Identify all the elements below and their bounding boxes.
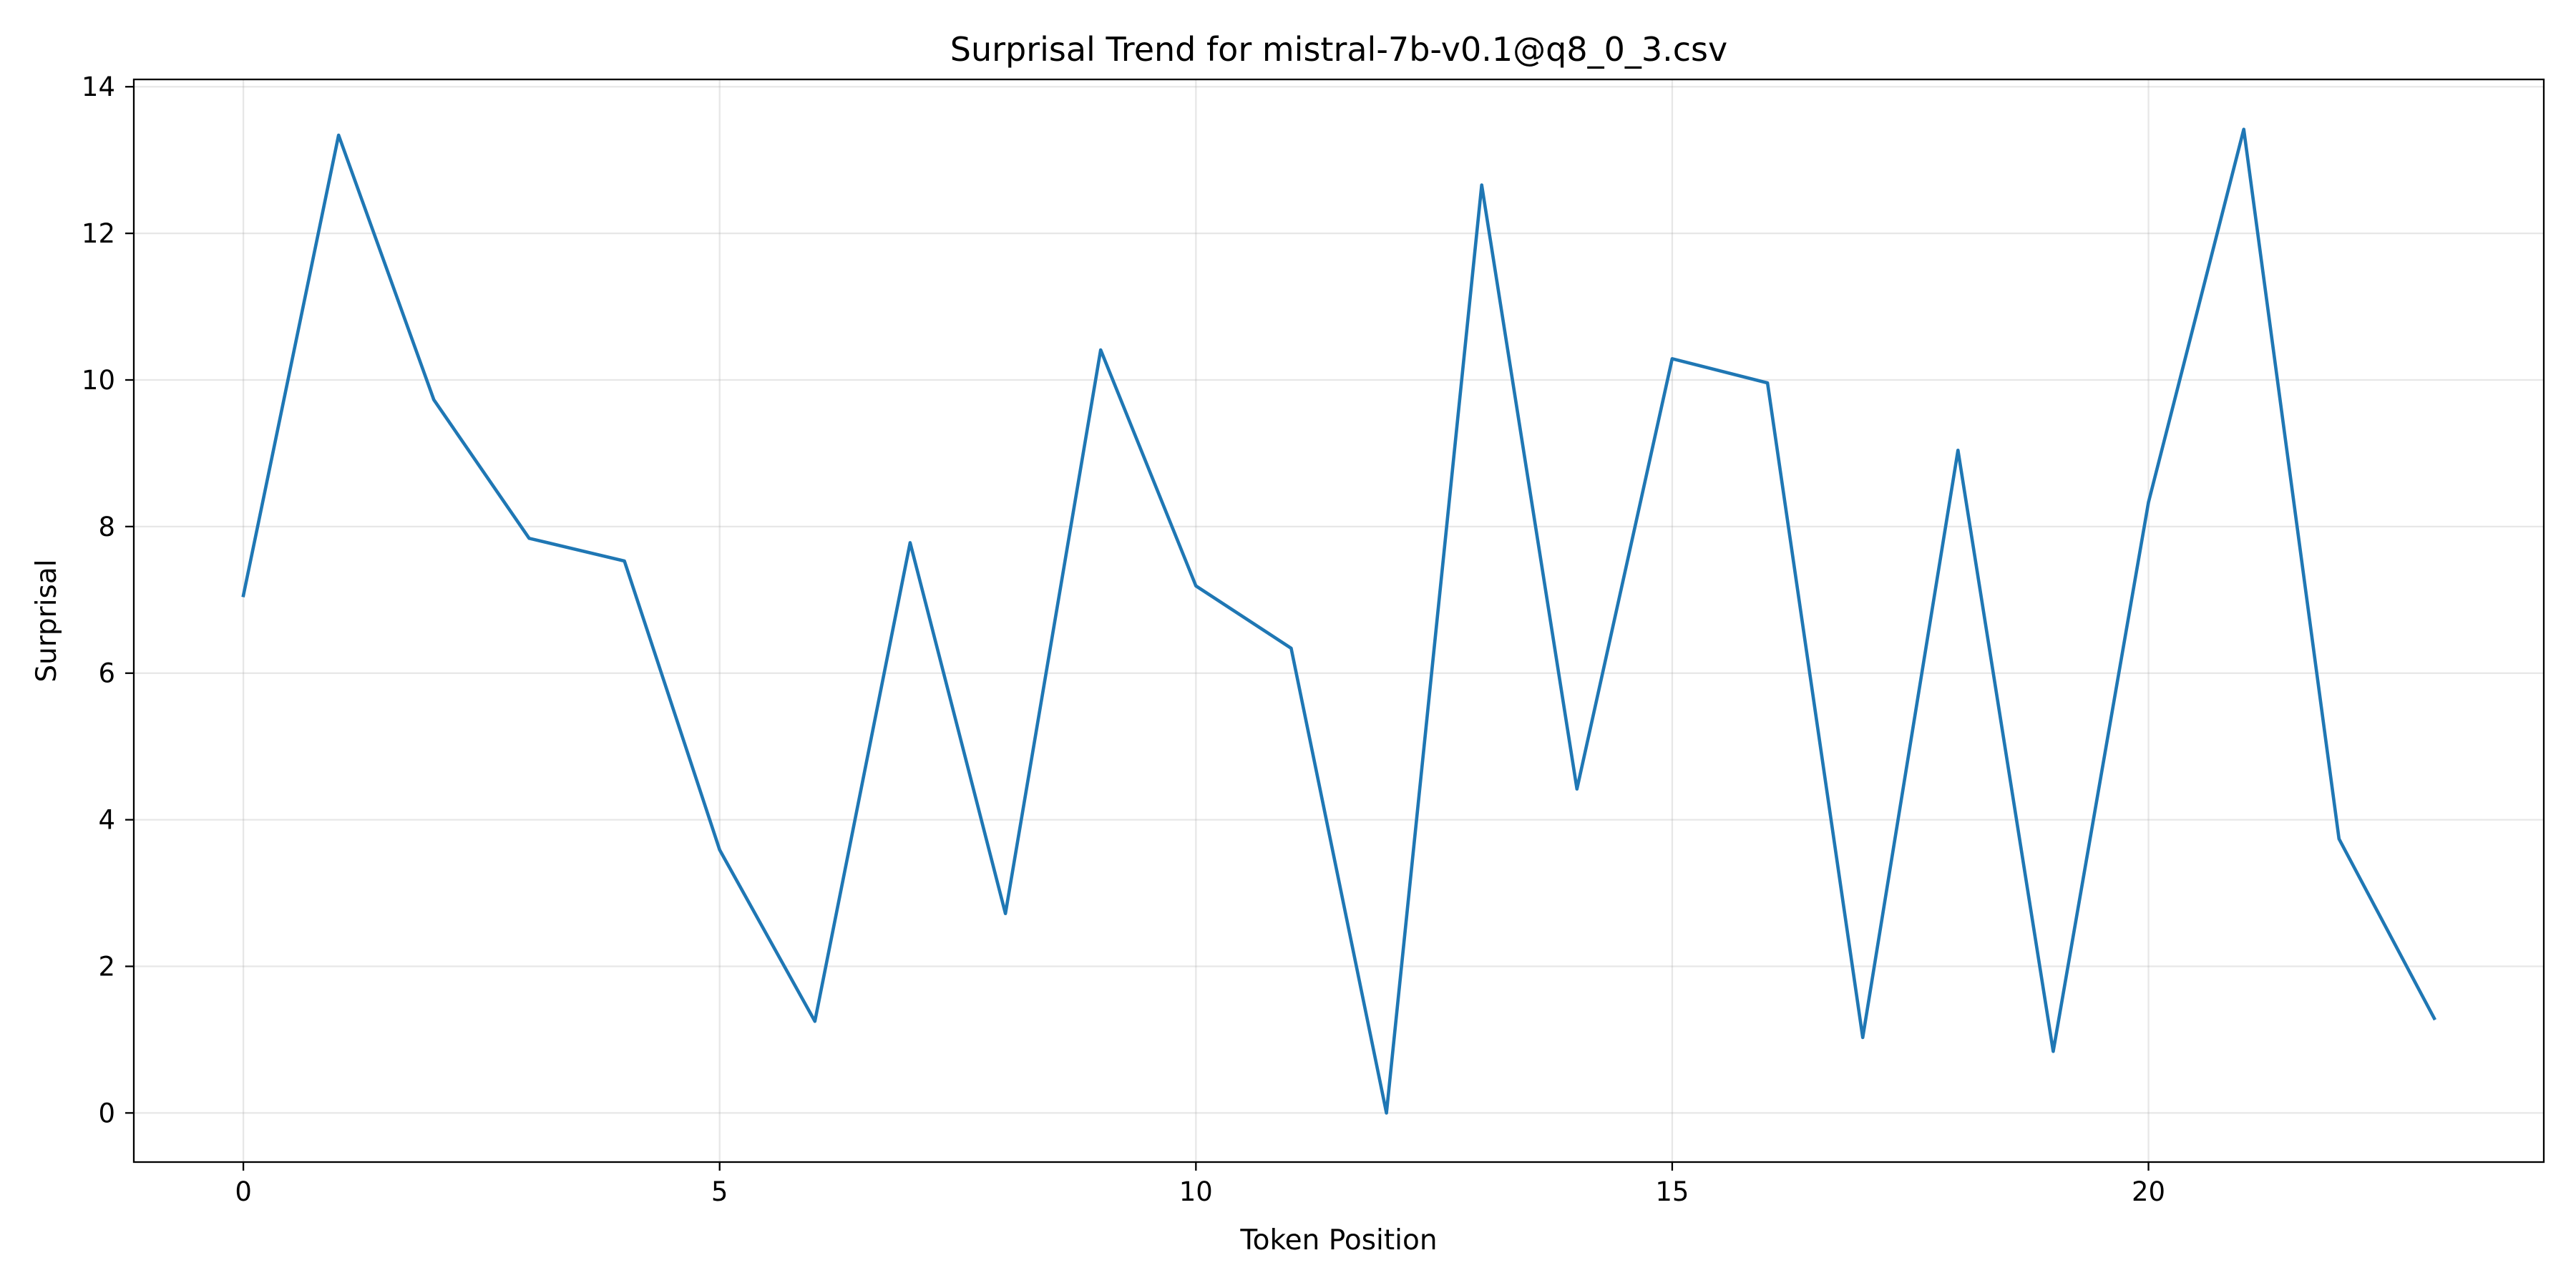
x-tick-label: 20 bbox=[2132, 1176, 2165, 1207]
y-tick-label: 6 bbox=[98, 658, 115, 689]
grid bbox=[134, 79, 2544, 1162]
y-tick-label: 2 bbox=[98, 951, 115, 982]
y-tick-label: 4 bbox=[98, 805, 115, 836]
x-tick-label: 15 bbox=[1655, 1176, 1689, 1207]
series-line bbox=[241, 127, 2437, 1115]
y-tick-label: 0 bbox=[98, 1098, 115, 1128]
chart-title: Surprisal Trend for mistral-7b-v0.1@q8_0… bbox=[950, 30, 1727, 69]
x-axis-label: Token Position bbox=[1239, 1224, 1437, 1257]
plot-area-frame bbox=[132, 78, 2545, 1163]
y-axis-label: Surprisal bbox=[31, 559, 63, 682]
y-axis: 0 2 4 6 8 10 12 14 bbox=[82, 72, 134, 1128]
y-tick-label: 12 bbox=[82, 218, 115, 249]
series-layer bbox=[241, 127, 2437, 1115]
y-tick-label: 10 bbox=[82, 365, 115, 396]
y-tick-label: 8 bbox=[98, 512, 115, 542]
y-tick-label: 14 bbox=[82, 72, 115, 102]
x-tick-label: 0 bbox=[235, 1176, 252, 1207]
x-tick-label: 5 bbox=[711, 1176, 728, 1207]
x-tick-label: 10 bbox=[1179, 1176, 1213, 1207]
x-axis: 0 5 10 15 20 bbox=[235, 1162, 2165, 1207]
